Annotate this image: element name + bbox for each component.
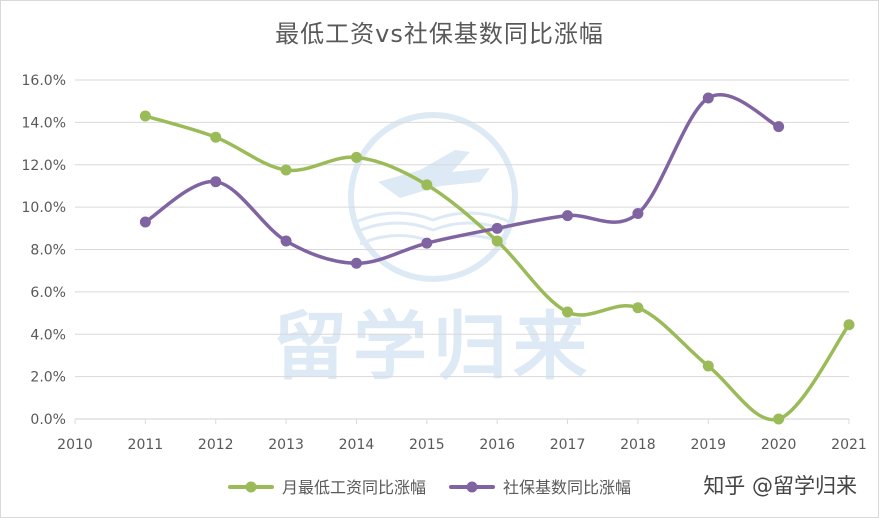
data-point-series2 [491,222,503,234]
x-tick-label: 2019 [690,437,726,453]
x-tick-label: 2018 [620,437,656,453]
watermark-ring [348,112,518,282]
legend-label-series2: 社保基数同比涨幅 [503,478,631,497]
data-point-series1 [491,235,503,247]
y-tick-label: 6.0% [30,285,66,301]
data-point-series1 [632,302,644,314]
data-point-series1 [843,319,855,331]
data-point-series2 [562,210,574,222]
y-tick-label: 10.0% [22,200,66,216]
y-axis: 0.0% 2.0% 4.0% 6.0% 8.0% 10.0% 12.0% 14.0% 16.0% [22,73,66,428]
x-tick-label: 2012 [198,437,234,453]
y-tick-label: 12.0% [22,158,66,174]
source-credit: 知乎 @留学归来 [703,474,857,498]
legend-item-series1: 月最低工资同比涨幅 [228,478,426,497]
series-line-2 [143,93,781,266]
data-point-series2 [632,207,644,219]
y-tick-label: 4.0% [30,327,66,343]
data-point-series1 [773,413,785,425]
legend-item-series2: 社保基数同比涨幅 [449,478,631,497]
x-tick-label: 2014 [339,437,375,453]
data-point-series1 [702,360,714,372]
data-point-series2 [139,216,151,228]
legend: 月最低工资同比涨幅 社保基数同比涨幅 [228,478,631,497]
x-tick-label: 2010 [57,437,93,453]
data-point-series2 [421,237,433,249]
x-tick-label: 2020 [761,437,797,453]
data-point-series2 [702,92,714,104]
x-tick-label: 2015 [409,437,445,453]
plane-icon [378,150,490,198]
y-tick-label: 8.0% [30,243,66,259]
chart-title: 最低工资vs社保基数同比涨幅 [275,20,604,48]
data-point-series1 [280,164,292,176]
y-tick-label: 0.0% [30,412,66,428]
y-tick-label: 16.0% [22,73,66,89]
data-point-series1 [421,179,433,191]
x-axis: 2010 2011 2012 2013 2014 2015 2016 2017 2018 2019… [57,419,867,453]
watermark: 留学归来 [273,112,593,390]
data-point-series1 [562,306,574,318]
data-point-series1 [210,131,222,143]
data-point-series1 [350,151,362,163]
series-line-1 [143,114,851,422]
legend-label-series1: 月最低工资同比涨幅 [282,478,426,497]
watermark-text: 留学归来 [273,304,593,390]
x-tick-label: 2011 [128,437,164,453]
data-point-series1 [139,110,151,122]
x-tick-label: 2013 [268,437,304,453]
data-point-series2 [280,235,292,247]
book-icon [355,211,511,224]
y-tick-label: 2.0% [30,370,66,386]
x-tick-label: 2017 [550,437,586,453]
x-tick-label: 2016 [479,437,515,453]
data-point-series2 [350,257,362,269]
data-point-series2 [773,121,785,133]
series [139,92,855,425]
y-tick-label: 14.0% [22,115,66,131]
data-point-series2 [210,176,222,188]
x-tick-label: 2021 [831,437,867,453]
